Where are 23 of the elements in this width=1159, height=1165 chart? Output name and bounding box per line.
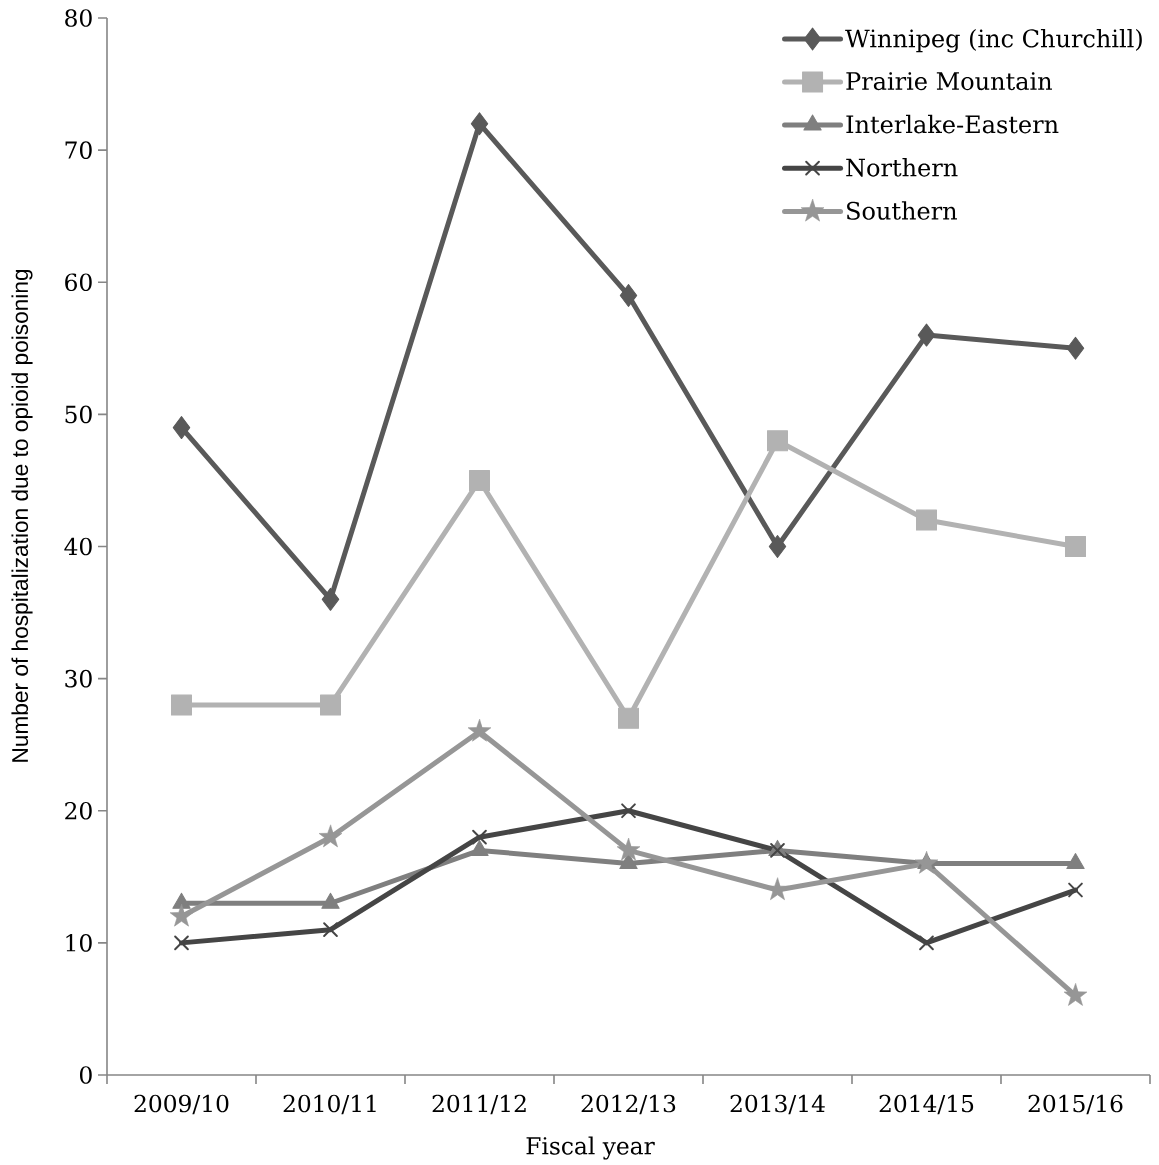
y-tick-label: 30: [65, 669, 92, 688]
y-tick-label: 80: [65, 9, 92, 27]
x-tick-label: 2010/11: [283, 1094, 376, 1115]
legend-label: Southern: [847, 201, 957, 220]
y-tick-label: 40: [64, 537, 92, 556]
y-tick-label: 10: [66, 934, 92, 952]
x-tick-label: 2013/14: [730, 1094, 825, 1115]
x-tick-label: 2012/13: [581, 1094, 676, 1115]
y-tick-label: 20: [65, 801, 92, 820]
y-tick-label: 50: [65, 405, 92, 424]
legend-label: Winnipeg (inc Churchill): [845, 28, 1142, 53]
y-tick-label: 0: [79, 1066, 92, 1084]
x-axis-title: Fiscal year: [526, 1136, 655, 1160]
x-tick-label: 2009/10: [134, 1094, 229, 1115]
legend-label: Interlake-Eastern: [846, 114, 1059, 134]
legend-label: Northern: [846, 158, 958, 177]
y-axis-title: Number of hospitalization due to opioid poisoning: [11, 269, 33, 762]
y-tick-label: 70: [65, 141, 92, 159]
legend-label: Prairie Mountain: [846, 72, 1052, 91]
x-tick-label: 2014/15: [879, 1094, 974, 1115]
x-tick-label: 2011/12: [432, 1094, 526, 1115]
x-tick-label: 2015/16: [1028, 1094, 1123, 1115]
y-tick-label: 60: [65, 273, 92, 292]
